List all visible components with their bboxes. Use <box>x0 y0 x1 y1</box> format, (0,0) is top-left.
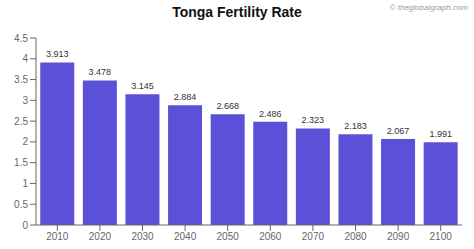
svg-text:2.5: 2.5 <box>14 116 28 127</box>
svg-text:3.5: 3.5 <box>14 74 28 85</box>
html-text:Tonga Fertility Rate: Tonga Fertility Rate <box>172 4 302 20</box>
svg-text:2.067: 2.067 <box>387 126 410 136</box>
svg-text:3: 3 <box>22 95 28 106</box>
svg-text:2: 2 <box>22 136 28 147</box>
svg-text:0: 0 <box>22 220 28 231</box>
svg-text:2.884: 2.884 <box>174 92 197 102</box>
svg-text:4.5: 4.5 <box>14 33 28 44</box>
svg-text:2030: 2030 <box>131 231 154 242</box>
svg-text:2070: 2070 <box>302 231 325 242</box>
svg-text:2.183: 2.183 <box>344 121 367 131</box>
svg-text:2090: 2090 <box>387 231 410 242</box>
svg-text:4: 4 <box>22 53 28 64</box>
svg-text:2060: 2060 <box>259 231 282 242</box>
svg-text:1: 1 <box>22 178 28 189</box>
svg-text:2.668: 2.668 <box>216 101 239 111</box>
svg-text:2020: 2020 <box>89 231 112 242</box>
svg-text:2040: 2040 <box>174 231 197 242</box>
svg-text:2010: 2010 <box>46 231 69 242</box>
svg-text:2050: 2050 <box>217 231 240 242</box>
svg-text:1.5: 1.5 <box>14 157 28 168</box>
svg-text:2080: 2080 <box>344 231 367 242</box>
svg-text:0.5: 0.5 <box>14 199 28 210</box>
html-text:© theglobalgraph.com: © theglobalgraph.com <box>389 3 468 12</box>
svg-text:1.991: 1.991 <box>429 129 452 139</box>
svg-text:3.913: 3.913 <box>46 49 69 59</box>
svg-text:2.323: 2.323 <box>302 115 325 125</box>
svg-text:3.145: 3.145 <box>131 81 154 91</box>
svg-text:3.478: 3.478 <box>89 67 112 77</box>
svg-text:2.486: 2.486 <box>259 109 282 119</box>
svg-text:2100: 2100 <box>430 231 453 242</box>
